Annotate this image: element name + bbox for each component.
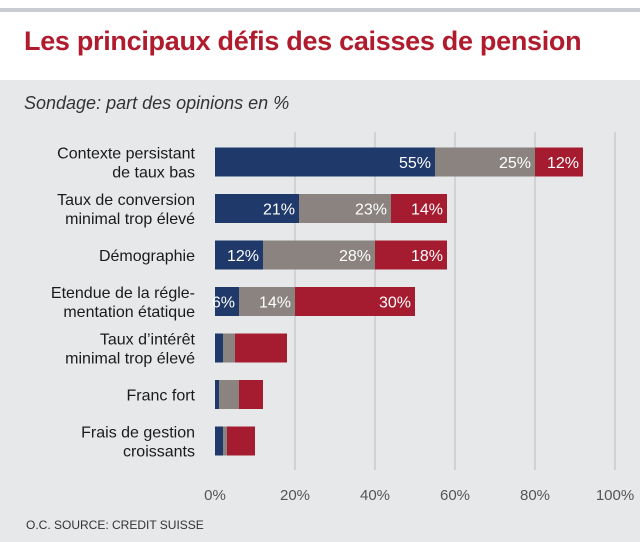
top-rule [0,8,640,12]
x-tick-label: 80% [520,487,550,504]
bar-segment-navy [215,333,223,363]
category-label-line: minimal trop élevé [65,211,195,228]
bar-segment-gray [223,333,235,363]
title-band: Les principaux défis des caisses de pens… [0,0,640,80]
data-label: 30% [379,295,411,312]
bar-segment-red [227,426,255,456]
x-tick-label: 20% [280,487,310,504]
bar-segment-navy [215,147,435,177]
category-label-line: Frais de gestion [81,425,195,442]
bar-segment-gray [263,240,375,270]
data-label: 14% [411,202,443,219]
category-label-line: Démographie [99,248,195,265]
bar-segment-gray [239,287,295,316]
data-label: 14% [259,295,291,312]
x-tick-label: 60% [440,487,470,504]
bar-segment-navy [215,287,239,316]
source-note: O.C. SOURCE: CREDIT SUISSE [26,518,204,532]
bar-segment-navy [215,426,223,456]
category-label-line: croissants [123,444,195,461]
bar-segment-red [235,333,287,363]
x-tick-label: 0% [204,487,226,504]
chart-subtitle: Sondage: part des opinions en % [24,93,290,113]
bar-segment-red [239,380,263,409]
category-label-line: minimal trop élevé [65,351,195,368]
bar-segment-red [535,147,583,177]
bar-segment-gray [435,147,535,177]
data-label: 23% [355,202,387,219]
bar-segment-gray [299,194,391,223]
data-label: 25% [499,155,531,172]
category-label-line: Contexte persistant [57,146,195,163]
data-label: 18% [411,248,443,265]
data-label: 55% [399,155,431,172]
category-label-line: Etendue de la régle- [51,285,195,302]
category-label-line: Franc fort [127,388,196,405]
data-label: 12% [547,155,579,172]
bar-segment-navy [215,194,299,223]
bar-segment-gray [219,380,239,409]
bar-segment-navy [215,240,263,270]
data-label: 12% [227,248,259,265]
chart-title: Les principaux défis des caisses de pens… [24,26,582,56]
category-label-line: Taux d’intérêt [100,332,196,349]
bar-segment-gray [223,426,227,456]
category-label: Démographie [99,248,195,265]
category-label: Taux d’intérêt minimal trop élevé [65,332,195,368]
x-tick-label: 40% [360,487,390,504]
bar-segment-red [295,287,415,316]
category-label: Etendue de la régle-mentation étatique [51,285,195,321]
category-label: Frais de gestion croissants [81,425,195,461]
bar-segment-red [391,194,447,223]
category-label-line: mentation étatique [63,304,195,321]
category-label: Taux de conversion minimal trop élevé [57,192,195,228]
data-label: 6% [212,295,235,312]
bar-segment-navy [215,380,219,409]
x-tick-label: 100% [596,487,634,504]
category-label: Franc fort [127,388,196,405]
data-label: 21% [263,202,295,219]
data-label: 28% [339,248,371,265]
category-label: Contexte persistant de taux bas [57,146,195,182]
category-label-line: de taux bas [112,165,195,182]
category-label-line: Taux de conversion [57,192,195,209]
bar-segment-red [375,240,447,270]
